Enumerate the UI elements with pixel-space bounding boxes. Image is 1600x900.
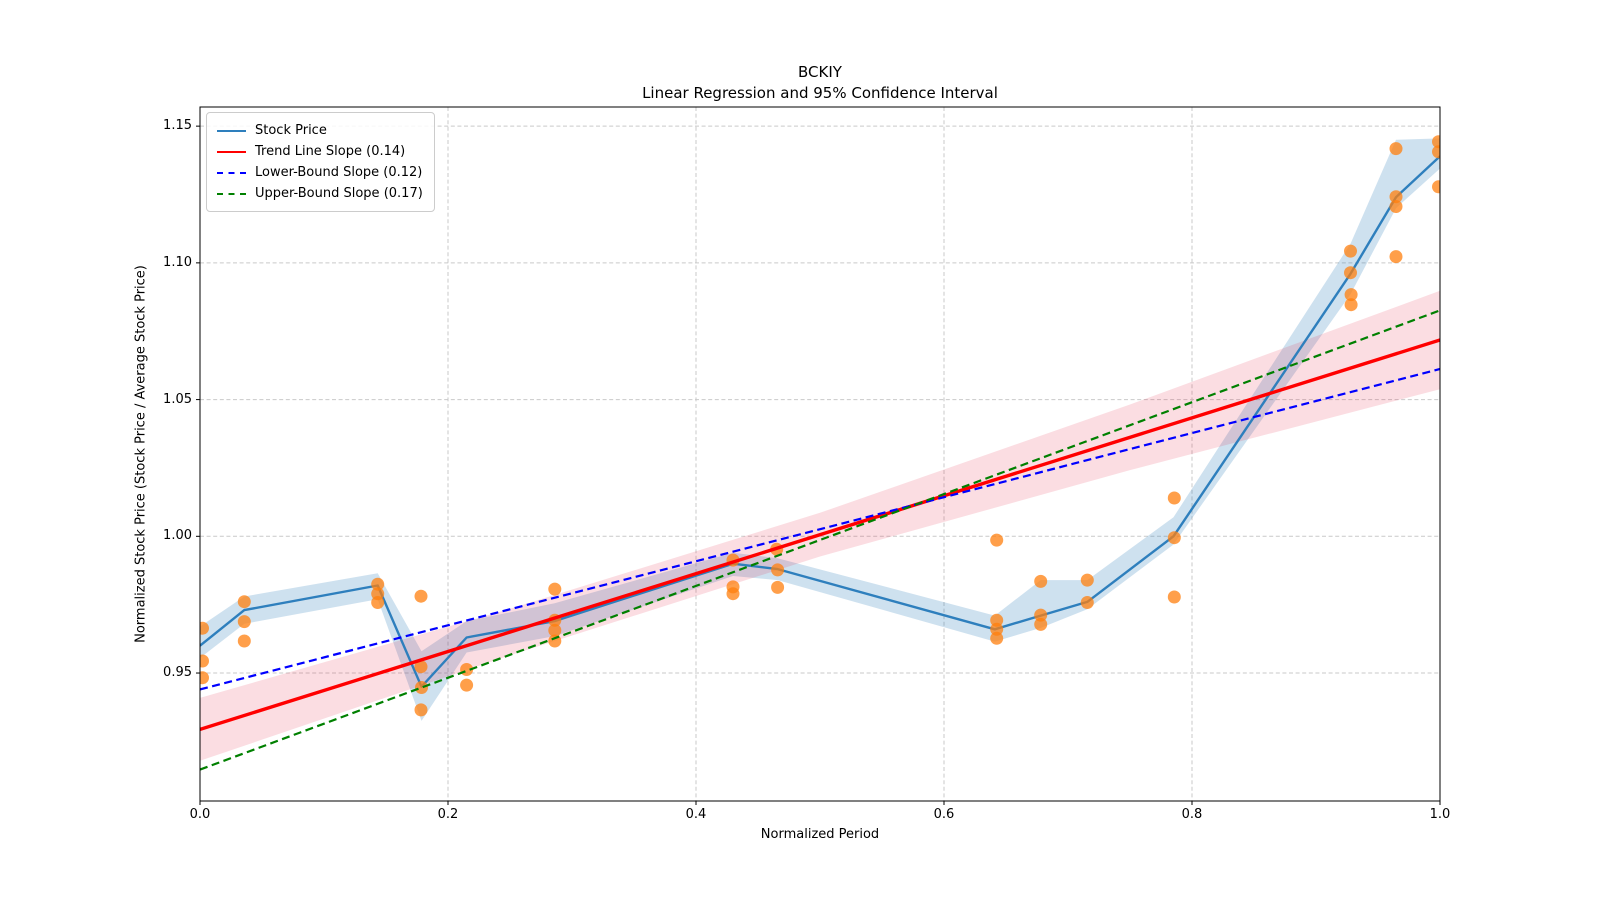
scatter-point [371,577,385,591]
legend-label-lower-bound: Lower-Bound Slope (0.12) [255,165,423,180]
tick-marks [196,125,1441,805]
chart-title-subtitle: Linear Regression and 95% Confidence Int… [642,84,998,102]
scatter-point [414,703,428,717]
scatter-point [1432,135,1440,149]
legend-item-lower-bound: Lower-Bound Slope (0.12) [217,162,423,183]
line-upper-bound-slope-0-17- [200,309,1440,771]
scatter-point [1432,145,1440,159]
scatter-point [1344,298,1358,312]
scatter-point [1034,574,1048,588]
scatter-point [1432,180,1440,194]
legend-item-stock-price: Stock Price [217,120,423,141]
scatter-point [1080,596,1094,609]
scatter-point [548,623,562,637]
chart-title: BCKIY Linear Regression and 95% Confiden… [200,62,1440,104]
scatter-point [1167,590,1181,604]
legend: Stock Price Trend Line Slope (0.14) Lowe… [206,112,435,212]
scatter-point [1167,491,1181,505]
legend-line-sample-trend-line [217,150,246,153]
x-tick-label: 0.6 [933,807,955,822]
legend-label-upper-bound: Upper-Bound Slope (0.17) [255,186,423,201]
scatter-point [1344,266,1357,280]
scatter-point [726,587,740,601]
scatter-point [1167,531,1181,545]
scatter-point [414,589,428,603]
scatter-point [200,654,209,668]
scatter-point [200,671,209,685]
scatter-point [771,563,785,577]
line-trend-line-slope-0-14- [200,338,1440,732]
x-tick-label: 0.2 [437,807,459,822]
band-stock-price-95-ci-band [200,138,1440,721]
scatter-point [990,613,1004,627]
scatter-point [415,681,428,694]
chart-title-ticker: BCKIY [798,63,842,81]
y-tick-label: 1.10 [163,254,192,270]
x-tick-label: 0.0 [189,807,211,822]
x-tick-label: 1.0 [1429,807,1451,822]
scatter-point [1389,142,1403,156]
gridlines [199,107,1441,801]
scatter-point [1389,200,1403,213]
scatter-point [1034,608,1048,622]
scatter-point [1344,244,1357,258]
scatter-point [990,622,1004,636]
y-tick-label: 0.95 [163,665,192,681]
axes-frame [199,106,1441,802]
scatter-point [548,582,562,596]
scatter-point [414,660,428,674]
y-tick-label: 1.05 [163,391,192,407]
scatter-point [1034,617,1048,631]
x-axis-label: Normalized Period [760,827,880,842]
legend-line-sample-stock-price [217,129,246,132]
scatter-point [990,631,1004,645]
scatter-point [237,615,251,629]
plot-area [200,135,1440,771]
y-axis-label: Normalized Stock Price (Stock Price / Av… [133,265,149,643]
legend-line-sample-lower-bound [217,171,246,174]
scatter-point [371,596,385,609]
scatter-point [548,634,562,648]
legend-label-trend-line: Trend Line Slope (0.14) [255,144,406,159]
x-tick-label: 0.8 [1181,807,1203,822]
scatter-point [1389,190,1403,204]
legend-line-sample-upper-bound [217,192,246,195]
scatter-observations [200,135,1440,717]
scatter-point [237,595,251,609]
scatter-point [1389,250,1403,264]
scatter-point [1080,573,1094,587]
scatter-point [200,621,209,635]
y-tick-label: 1.15 [163,118,192,134]
scatter-point [460,678,474,692]
scatter-point [771,580,785,594]
legend-item-trend-line: Trend Line Slope (0.14) [217,141,423,162]
y-tick-label: 1.00 [163,528,192,544]
legend-item-upper-bound: Upper-Bound Slope (0.17) [217,183,423,204]
x-tick-label: 0.4 [685,807,707,822]
scatter-point [990,533,1004,547]
band-regression-95-ci-band [200,290,1440,761]
scatter-point [237,634,251,648]
legend-label-stock-price: Stock Price [255,123,327,138]
line-lower-bound-slope-0-12- [200,367,1440,691]
scatter-point [1344,288,1358,302]
